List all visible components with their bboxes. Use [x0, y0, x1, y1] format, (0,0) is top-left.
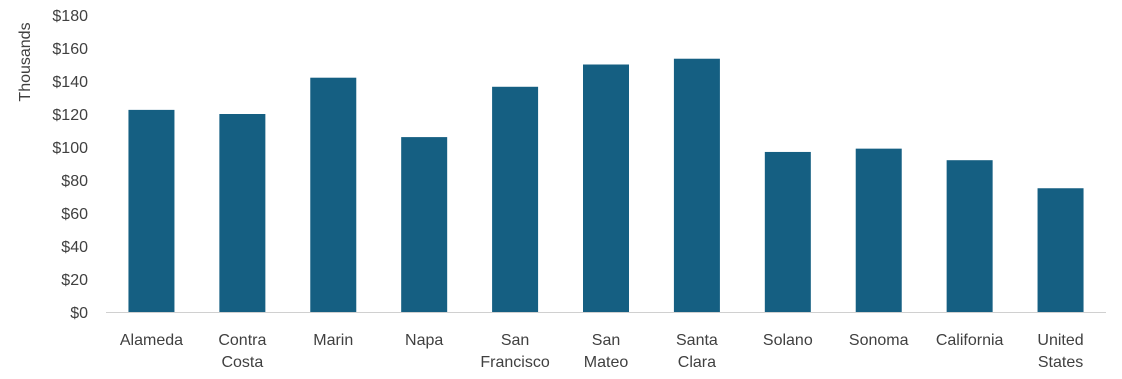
bar [492, 86, 539, 313]
y-tick-label: $60 [61, 206, 88, 223]
y-tick-label: $100 [52, 140, 88, 157]
x-tick-label: Marin [313, 332, 353, 349]
x-tick-label: United States [1037, 332, 1083, 371]
bars [128, 58, 1084, 313]
x-tick-label: San Mateo [584, 332, 629, 371]
bar [310, 77, 357, 312]
x-tick-label: Sonoma [849, 332, 909, 349]
x-tick-label: San Francisco [480, 332, 549, 371]
bar [673, 58, 720, 312]
bar [764, 151, 811, 312]
bar [401, 137, 448, 312]
bar [1037, 188, 1084, 312]
y-axis-ticks: $0 $20 $40 $60 $80 $100 $120 $140 $160 $180 [52, 8, 88, 322]
y-tick-label: $160 [52, 41, 88, 58]
x-tick-label: Santa Clara [676, 332, 718, 371]
y-tick-label: $140 [52, 74, 88, 91]
category-labels: Alameda Contra Costa Marin Napa San Francisco S… [120, 332, 1084, 371]
bar [855, 148, 902, 312]
y-tick-label: $20 [61, 272, 88, 289]
y-tick-label: $80 [61, 173, 88, 190]
bar [128, 109, 175, 312]
bar [219, 114, 266, 312]
y-axis-title: Thousands [17, 22, 34, 101]
x-tick-label: Contra Costa [218, 332, 266, 371]
x-tick-label: Alameda [120, 332, 183, 349]
bar [946, 160, 993, 312]
y-tick-label: $0 [70, 305, 88, 322]
y-tick-label: $40 [61, 239, 88, 256]
y-tick-label: $180 [52, 8, 88, 25]
y-tick-label: $120 [52, 107, 88, 124]
x-tick-label: Solano [763, 332, 813, 349]
x-tick-label: Napa [405, 332, 443, 349]
x-tick-label: California [936, 332, 1004, 349]
bar [583, 64, 629, 312]
